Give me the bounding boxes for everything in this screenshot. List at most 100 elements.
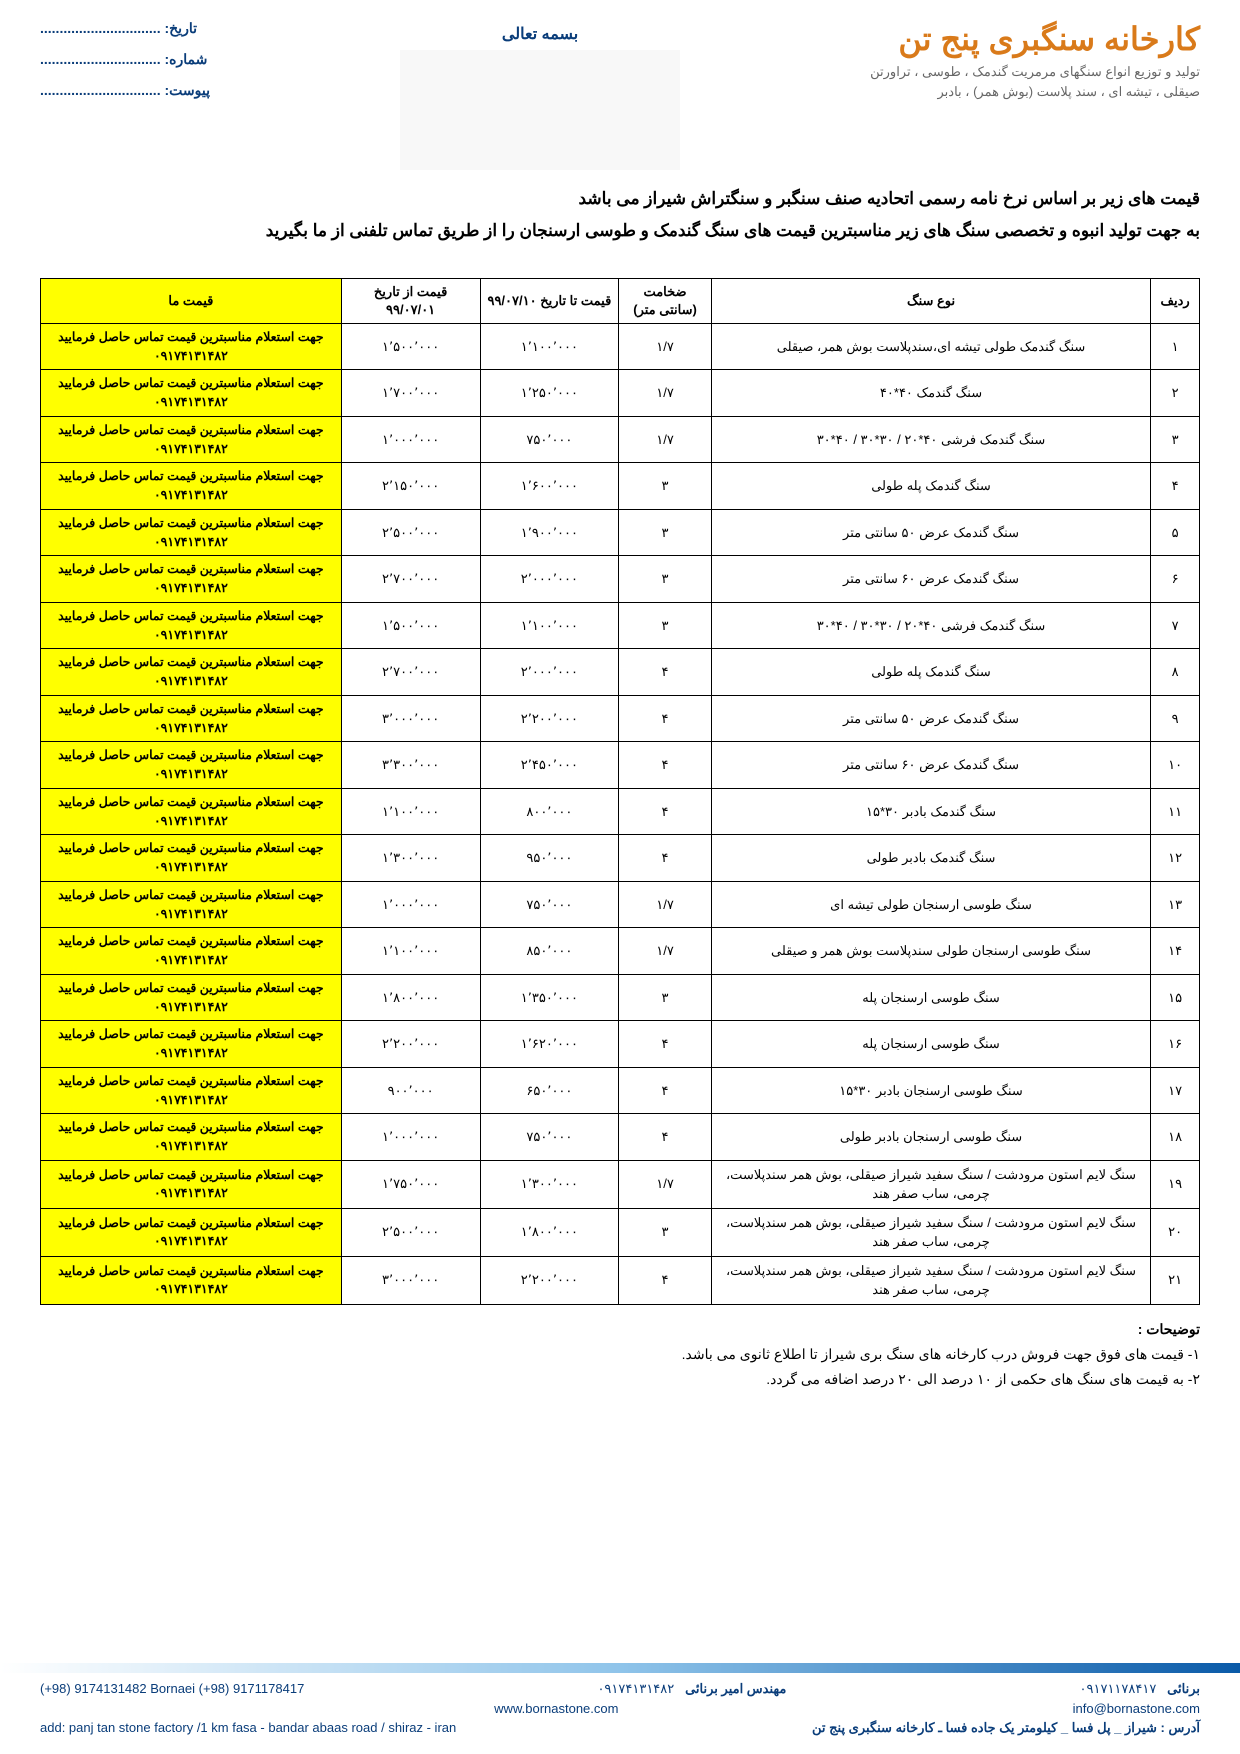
table-row: ۱۰سنگ گندمک عرض ۶۰ سانتی متر۴۲٬۴۵۰٬۰۰۰۳٬… <box>41 742 1200 789</box>
cell-row: ۱۷ <box>1151 1067 1200 1114</box>
company-subtitle-1: تولید و توزیع انواع سنگهای مرمریت گندمک … <box>870 64 1200 80</box>
table-row: ۱۳سنگ طوسی ارسنجان طولی تیشه ای۱/۷۷۵۰٬۰۰… <box>41 881 1200 928</box>
cell-price-to: ۸۰۰٬۰۰۰ <box>480 788 619 835</box>
gradient-bar <box>0 1663 1240 1673</box>
cell-row: ۱۴ <box>1151 928 1200 975</box>
cell-our-price: جهت استعلام مناسبترین قیمت تماس حاصل فرم… <box>41 1208 342 1256</box>
cell-thickness: ۴ <box>619 1256 712 1304</box>
cell-price-from: ۱٬۷۰۰٬۰۰۰ <box>341 370 480 417</box>
footer-row-2: info@bornastone.com www.bornastone.com <box>40 1701 1200 1716</box>
cell-price-from: ۱٬۰۰۰٬۰۰۰ <box>341 1114 480 1161</box>
table-header-row: ردیف نوع سنگ ضخامت (سانتی متر) قیمت تا ت… <box>41 278 1200 323</box>
cell-row: ۱۰ <box>1151 742 1200 789</box>
cell-price-to: ۱٬۳۰۰٬۰۰۰ <box>480 1160 619 1208</box>
cell-price-from: ۳٬۰۰۰٬۰۰۰ <box>341 1256 480 1304</box>
table-row: ۱۹سنگ لایم استون مرودشت / سنگ سفید شیراز… <box>41 1160 1200 1208</box>
intro-line-2: به جهت تولید انبوه و تخصصی سنگ های زیر م… <box>40 215 1200 247</box>
footer-name-1: برنائی <box>1167 1681 1200 1696</box>
cell-thickness: ۳ <box>619 509 712 556</box>
th-row: ردیف <box>1151 278 1200 323</box>
footer-address-en: add: panj tan stone factory /1 km fasa -… <box>40 1720 456 1736</box>
cell-type: سنگ گندمک طولی تیشه ای،سندپلاست بوش همر،… <box>711 323 1150 370</box>
table-row: ۱۸سنگ طوسی ارسنجان بادبر طولی۴۷۵۰٬۰۰۰۱٬۰… <box>41 1114 1200 1161</box>
notes-section: توضیحات : ۱- قیمت های فوق جهت فروش درب ک… <box>40 1317 1200 1393</box>
cell-price-from: ۲٬۷۰۰٬۰۰۰ <box>341 556 480 603</box>
cell-thickness: ۴ <box>619 835 712 882</box>
cell-price-from: ۱٬۵۰۰٬۰۰۰ <box>341 602 480 649</box>
cell-thickness: ۱/۷ <box>619 1160 712 1208</box>
cell-price-from: ۲٬۱۵۰٬۰۰۰ <box>341 463 480 510</box>
cell-our-price: جهت استعلام مناسبترین قیمت تماس حاصل فرم… <box>41 742 342 789</box>
cell-price-from: ۱٬۱۰۰٬۰۰۰ <box>341 928 480 975</box>
cell-our-price: جهت استعلام مناسبترین قیمت تماس حاصل فرم… <box>41 1021 342 1068</box>
cell-thickness: ۳ <box>619 556 712 603</box>
cell-price-to: ۱٬۹۰۰٬۰۰۰ <box>480 509 619 556</box>
cell-price-to: ۷۵۰٬۰۰۰ <box>480 416 619 463</box>
cell-thickness: ۴ <box>619 788 712 835</box>
cell-thickness: ۱/۷ <box>619 928 712 975</box>
cell-price-to: ۲٬۲۰۰٬۰۰۰ <box>480 1256 619 1304</box>
cell-our-price: جهت استعلام مناسبترین قیمت تماس حاصل فرم… <box>41 695 342 742</box>
cell-row: ۳ <box>1151 416 1200 463</box>
cell-type: سنگ گندمک فرشی ۴۰*۲۰ / ۳۰*۳۰ / ۴۰*۳۰ <box>711 602 1150 649</box>
footer-phone-1: ۰۹۱۷۱۱۷۸۴۱۷ <box>1080 1681 1157 1696</box>
cell-type: سنگ گندمک عرض ۵۰ سانتی متر <box>711 509 1150 556</box>
cell-row: ۱۲ <box>1151 835 1200 882</box>
cell-row: ۸ <box>1151 649 1200 696</box>
cell-our-price: جهت استعلام مناسبترین قیمت تماس حاصل فرم… <box>41 370 342 417</box>
footer-contact-2: مهندس امیر برنائی ۰۹۱۷۴۱۳۱۴۸۲ <box>597 1681 786 1697</box>
note-1: ۱- قیمت های فوق جهت فروش درب کارخانه های… <box>40 1342 1200 1367</box>
table-row: ۱۶سنگ طوسی ارسنجان پله۴۱٬۶۲۰٬۰۰۰۲٬۲۰۰٬۰۰… <box>41 1021 1200 1068</box>
cell-price-from: ۱٬۷۵۰٬۰۰۰ <box>341 1160 480 1208</box>
cell-our-price: جهت استعلام مناسبترین قیمت تماس حاصل فرم… <box>41 323 342 370</box>
th-thickness: ضخامت (سانتی متر) <box>619 278 712 323</box>
cell-row: ۲۱ <box>1151 1256 1200 1304</box>
table-row: ۶سنگ گندمک عرض ۶۰ سانتی متر۳۲٬۰۰۰٬۰۰۰۲٬۷… <box>41 556 1200 603</box>
table-row: ۱۱سنگ گندمک بادبر ۳۰*۱۵۴۸۰۰٬۰۰۰۱٬۱۰۰٬۰۰۰… <box>41 788 1200 835</box>
cell-our-price: جهت استعلام مناسبترین قیمت تماس حاصل فرم… <box>41 1160 342 1208</box>
number-line: شماره: ............................... <box>40 51 210 68</box>
cell-our-price: جهت استعلام مناسبترین قیمت تماس حاصل فرم… <box>41 974 342 1021</box>
cell-price-to: ۱٬۳۵۰٬۰۰۰ <box>480 974 619 1021</box>
cell-type: سنگ گندمک ۴۰*۴۰ <box>711 370 1150 417</box>
cell-row: ۱۵ <box>1151 974 1200 1021</box>
cell-type: سنگ طوسی ارسنجان طولی تیشه ای <box>711 881 1150 928</box>
th-price-from: قیمت از تاریخ ۹۹/۰۷/۰۱ <box>341 278 480 323</box>
cell-row: ۲۰ <box>1151 1208 1200 1256</box>
cell-price-to: ۱٬۱۰۰٬۰۰۰ <box>480 323 619 370</box>
footer-contact-1: برنائی ۰۹۱۷۱۱۷۸۴۱۷ <box>1080 1681 1200 1697</box>
table-row: ۱۵سنگ طوسی ارسنجان پله۳۱٬۳۵۰٬۰۰۰۱٬۸۰۰٬۰۰… <box>41 974 1200 1021</box>
cell-price-to: ۱٬۶۰۰٬۰۰۰ <box>480 463 619 510</box>
footer-name-2: مهندس امیر برنائی <box>685 1681 786 1696</box>
attach-line: پیوست: ............................... <box>40 82 210 99</box>
cell-price-to: ۸۵۰٬۰۰۰ <box>480 928 619 975</box>
cell-type: سنگ گندمک پله طولی <box>711 649 1150 696</box>
cell-row: ۹ <box>1151 695 1200 742</box>
cell-type: سنگ طوسی ارسنجان طولی سندپلاست بوش همر و… <box>711 928 1150 975</box>
cell-thickness: ۴ <box>619 1114 712 1161</box>
cell-row: ۵ <box>1151 509 1200 556</box>
cell-row: ۱۸ <box>1151 1114 1200 1161</box>
cell-our-price: جهت استعلام مناسبترین قیمت تماس حاصل فرم… <box>41 788 342 835</box>
cell-our-price: جهت استعلام مناسبترین قیمت تماس حاصل فرم… <box>41 649 342 696</box>
cell-thickness: ۴ <box>619 695 712 742</box>
cell-our-price: جهت استعلام مناسبترین قیمت تماس حاصل فرم… <box>41 1067 342 1114</box>
cell-row: ۱۶ <box>1151 1021 1200 1068</box>
table-row: ۷سنگ گندمک فرشی ۴۰*۲۰ / ۳۰*۳۰ / ۴۰*۳۰۳۱٬… <box>41 602 1200 649</box>
cell-price-from: ۲٬۵۰۰٬۰۰۰ <box>341 509 480 556</box>
cell-price-from: ۱٬۸۰۰٬۰۰۰ <box>341 974 480 1021</box>
cell-type: سنگ گندمک بادبر ۳۰*۱۵ <box>711 788 1150 835</box>
date-label: تاریخ: <box>164 20 197 36</box>
cell-our-price: جهت استعلام مناسبترین قیمت تماس حاصل فرم… <box>41 881 342 928</box>
cell-price-to: ۲٬۰۰۰٬۰۰۰ <box>480 649 619 696</box>
table-row: ۲۰سنگ لایم استون مرودشت / سنگ سفید شیراز… <box>41 1208 1200 1256</box>
footer-website: www.bornastone.com <box>494 1701 618 1716</box>
cell-price-to: ۲٬۴۵۰٬۰۰۰ <box>480 742 619 789</box>
footer-address-fa-text: آدرس : شیراز _ پل فسا _ کیلومتر یک جاده … <box>812 1720 1200 1735</box>
cell-type: سنگ لایم استون مرودشت / سنگ سفید شیراز ص… <box>711 1256 1150 1304</box>
cell-thickness: ۱/۷ <box>619 881 712 928</box>
company-title: کارخانه سنگبری پنج تن <box>870 20 1200 58</box>
cell-row: ۲ <box>1151 370 1200 417</box>
table-row: ۲سنگ گندمک ۴۰*۴۰۱/۷۱٬۲۵۰٬۰۰۰۱٬۷۰۰٬۰۰۰جهت… <box>41 370 1200 417</box>
cell-price-to: ۶۵۰٬۰۰۰ <box>480 1067 619 1114</box>
